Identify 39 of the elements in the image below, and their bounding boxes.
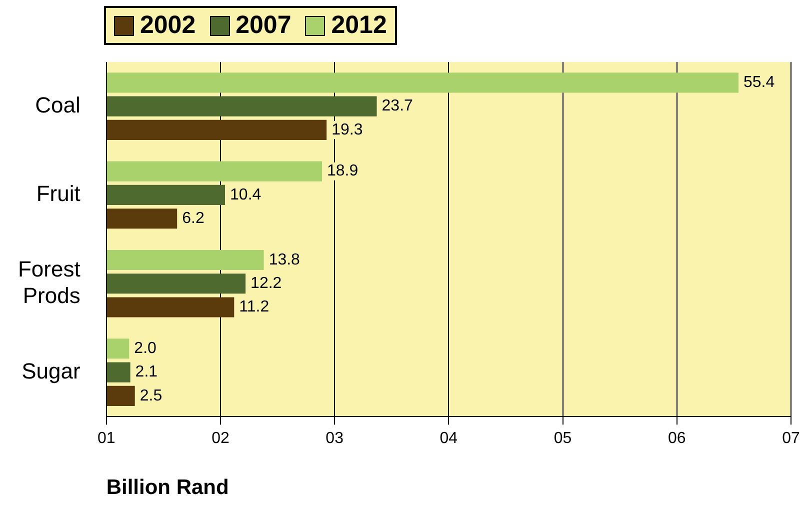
text: 03 — [326, 430, 344, 448]
legend-label: 2012 — [331, 11, 387, 40]
y-tick-label: Coal — [35, 92, 80, 118]
legend-label: 2002 — [140, 11, 196, 40]
bar — [106, 96, 377, 116]
text: 02 — [212, 430, 230, 448]
data-label: 12.2 — [250, 275, 282, 292]
data-label: 2.5 — [140, 387, 162, 404]
text: 06 — [668, 430, 686, 448]
bar — [106, 274, 246, 294]
bar — [106, 338, 130, 359]
text: 07 — [782, 430, 800, 448]
bar — [106, 362, 130, 382]
bar — [106, 184, 226, 206]
text: 01 — [97, 430, 116, 448]
data-label: 55.4 — [744, 74, 775, 92]
bar — [106, 120, 327, 140]
x-axis-title: Billion Rand — [106, 476, 229, 500]
data-label: 23.7 — [382, 98, 414, 115]
text: 04 — [440, 430, 458, 448]
bar — [106, 297, 234, 318]
bar — [106, 386, 135, 406]
bar — [106, 208, 178, 229]
data-label: 2.0 — [134, 340, 157, 358]
y-tick-label: Sugar — [22, 358, 80, 384]
data-label: 2.1 — [135, 364, 158, 381]
data-label: 11.2 — [239, 298, 270, 316]
y-tick-label: Fruit — [36, 181, 80, 206]
bar — [106, 250, 264, 270]
data-label: 6.2 — [182, 210, 204, 228]
text: 05 — [554, 430, 572, 448]
data-label: 18.9 — [327, 162, 358, 180]
bar — [106, 72, 739, 93]
legend-label: 2007 — [236, 11, 292, 40]
data-label: 13.8 — [268, 251, 300, 268]
data-label: 19.3 — [332, 121, 363, 138]
y-tick-label: Forest Prods — [18, 256, 80, 308]
data-label: 10.4 — [230, 186, 262, 204]
bar — [106, 161, 322, 182]
